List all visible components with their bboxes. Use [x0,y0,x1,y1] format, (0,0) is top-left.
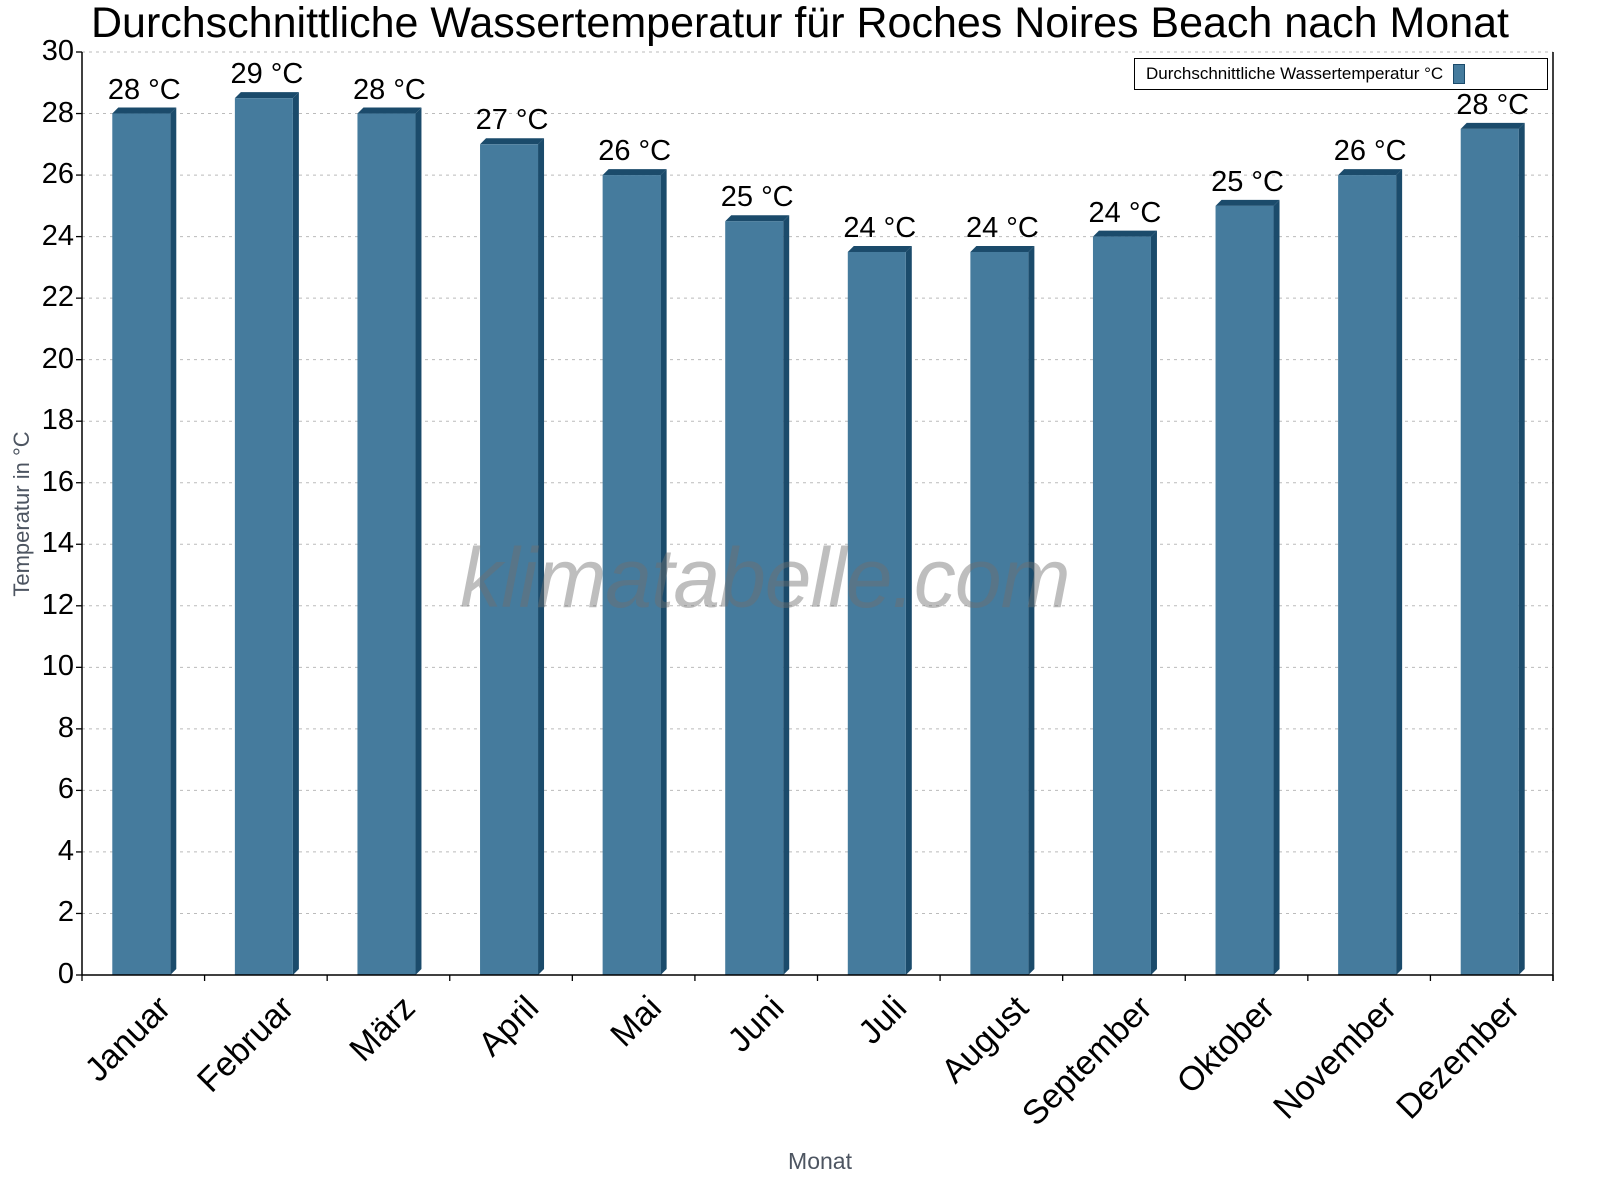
bar-september [1092,230,1157,976]
bar-series [112,92,1525,976]
chart-title: Durchschnittliche Wassertemperatur für R… [90,0,1509,47]
bar-november [1338,169,1403,976]
data-label: 24 °C [843,211,917,244]
bar-februar [234,92,299,975]
watermark: klimatabelle.com [460,531,1071,625]
data-label: 29 °C [230,58,304,91]
y-axis-label: Temperatur in °C [9,431,34,597]
y-tick-label: 30 [41,35,74,67]
y-tick-label: 28 [41,96,74,129]
y-tick-label: 18 [41,404,74,437]
data-label: 28 °C [1456,88,1530,121]
bar-juni [725,215,790,975]
data-label: 28 °C [107,73,181,106]
bar-juli [847,245,912,975]
data-label: 24 °C [965,211,1039,244]
bar-august [970,245,1035,975]
data-label: 26 °C [1333,135,1407,168]
y-tick-label: 4 [57,834,74,867]
y-tick-label: 14 [41,527,74,560]
bar-oktober [1215,199,1280,976]
y-tick-label: 24 [41,219,74,252]
bar-januar [112,107,177,976]
bar-mai [602,169,667,976]
y-tick-label: 6 [57,773,74,806]
y-tick-label: 0 [57,958,74,990]
y-tick-label: 20 [41,342,74,375]
bar-april [480,138,545,976]
data-label: 26 °C [598,135,672,168]
x-axis-label: Monat [788,1148,852,1174]
data-label: 27 °C [475,104,549,137]
bar-dezember [1460,122,1525,975]
data-label: 24 °C [1088,196,1162,229]
axes [76,51,1554,981]
y-tick-label: 16 [41,465,74,498]
y-tick-label: 26 [41,158,74,191]
y-tick-label: 10 [41,650,74,683]
data-label: 25 °C [1211,165,1284,198]
y-tick-label: 2 [57,896,74,929]
data-label: 25 °C [720,181,794,214]
data-label: 28 °C [353,73,426,106]
legend-swatch-icon [1453,64,1466,84]
y-tick-label: 12 [41,588,74,621]
gridlines [82,51,1553,914]
y-tick-label: 8 [57,711,74,744]
bar-märz [357,107,422,976]
y-tick-label: 22 [41,281,74,314]
legend-label: Durchschnittliche Wassertemperatur °C [1146,64,1444,83]
legend: Durchschnittliche Wassertemperatur °C [1134,58,1548,90]
